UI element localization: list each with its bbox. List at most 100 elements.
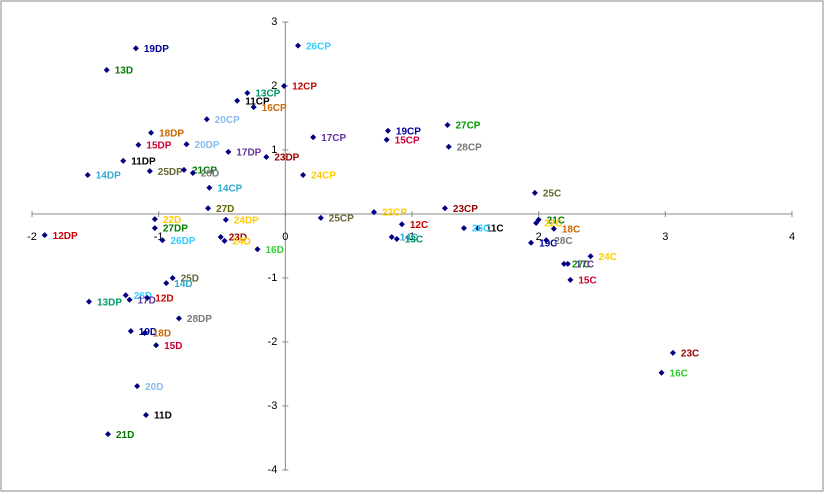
- y-tick-label: -1: [268, 272, 278, 284]
- point: [244, 90, 251, 97]
- point: [189, 170, 196, 177]
- point-label: 13CP: [255, 89, 280, 100]
- point: [181, 166, 187, 173]
- point: [445, 143, 452, 150]
- point-label: 19D: [139, 327, 157, 338]
- point: [658, 369, 665, 376]
- point: [206, 184, 213, 191]
- point: [217, 234, 224, 241]
- point-label: 18D: [153, 329, 171, 340]
- point-label: 19C: [539, 238, 557, 249]
- point: [254, 246, 261, 253]
- point-label: 25D: [181, 274, 199, 285]
- point-label: 24D: [233, 237, 251, 248]
- point-label: 15C: [578, 276, 596, 287]
- point: [105, 431, 111, 438]
- y-tick-label: -3: [268, 400, 278, 412]
- point: [126, 296, 133, 303]
- point-label: 17CP: [321, 133, 346, 144]
- point: [388, 234, 395, 241]
- point-label: 11C: [486, 224, 504, 235]
- point-label: 24C: [599, 252, 617, 263]
- point: [144, 294, 151, 301]
- x-tick-label: 3: [662, 231, 668, 243]
- point: [134, 383, 141, 390]
- point: [135, 141, 142, 148]
- point-label: 19DP: [144, 44, 169, 55]
- point-label: 22C: [544, 219, 562, 230]
- point-label: 22D: [163, 215, 181, 226]
- point-label: 26C: [472, 224, 490, 235]
- point-label: 18DP: [159, 128, 184, 139]
- x-tick-label: 4: [789, 231, 795, 243]
- point: [263, 154, 270, 161]
- point-label: 15D: [164, 341, 182, 352]
- point-label: 16CP: [262, 103, 287, 114]
- point: [281, 83, 288, 89]
- y-tick-label: 2: [271, 80, 277, 92]
- point: [587, 253, 594, 260]
- point: [163, 280, 170, 287]
- point-label: 22CP: [382, 208, 407, 219]
- point: [151, 225, 158, 232]
- point: [122, 292, 129, 299]
- point: [441, 205, 448, 212]
- point: [84, 171, 91, 178]
- point: [143, 411, 149, 418]
- point-label: 23C: [681, 349, 699, 360]
- point: [317, 214, 324, 221]
- y-tick-label: -4: [268, 464, 278, 476]
- point: [533, 219, 540, 226]
- point: [148, 129, 155, 136]
- point: [295, 42, 301, 49]
- point-label: 21CP: [192, 165, 217, 176]
- point-label: 18C: [562, 224, 580, 235]
- point-label: 27CP: [455, 121, 480, 132]
- point-label: 12CP: [292, 82, 317, 93]
- point: [444, 122, 451, 129]
- point-label: 14DP: [96, 171, 121, 182]
- point-label: 12DP: [53, 231, 78, 242]
- point-label: 20CP: [215, 115, 240, 126]
- point-label: 20D: [145, 382, 163, 393]
- point-label: 11DP: [131, 157, 156, 168]
- point-label: 27DP: [163, 224, 188, 235]
- point-label: 13DP: [97, 297, 122, 308]
- point-label: 17D: [138, 295, 156, 306]
- point: [300, 171, 307, 178]
- point: [222, 216, 229, 223]
- point: [146, 168, 153, 175]
- point-label: 28D: [201, 169, 219, 180]
- point: [383, 136, 390, 143]
- point: [103, 67, 110, 73]
- point-label: 12C: [410, 220, 428, 231]
- point: [127, 328, 134, 335]
- x-tick-label: 2: [536, 231, 542, 243]
- point-label: 26CP: [306, 41, 331, 52]
- point: [151, 216, 158, 223]
- point-label: 23DP: [274, 153, 299, 164]
- point: [528, 239, 535, 246]
- point-label: 11D: [154, 411, 172, 422]
- point: [567, 276, 574, 283]
- point-label: 12D: [155, 293, 173, 304]
- point-label: 27C: [572, 260, 590, 271]
- point: [132, 45, 139, 52]
- x-tick-label: 1: [409, 231, 415, 243]
- point: [41, 232, 48, 239]
- point: [205, 205, 212, 212]
- point-label: 19CP: [396, 126, 421, 137]
- point-label: 25DP: [158, 167, 183, 178]
- point-label: 23D: [229, 233, 247, 244]
- point-label: 14CP: [217, 183, 242, 194]
- point: [169, 275, 176, 281]
- point-label: 15DP: [146, 141, 171, 152]
- y-tick-label: 3: [271, 16, 277, 28]
- point: [669, 349, 676, 356]
- point-label: 17DP: [236, 148, 261, 159]
- point: [310, 134, 317, 141]
- point-label: 24CP: [311, 171, 336, 182]
- point-label: 13D: [115, 66, 133, 77]
